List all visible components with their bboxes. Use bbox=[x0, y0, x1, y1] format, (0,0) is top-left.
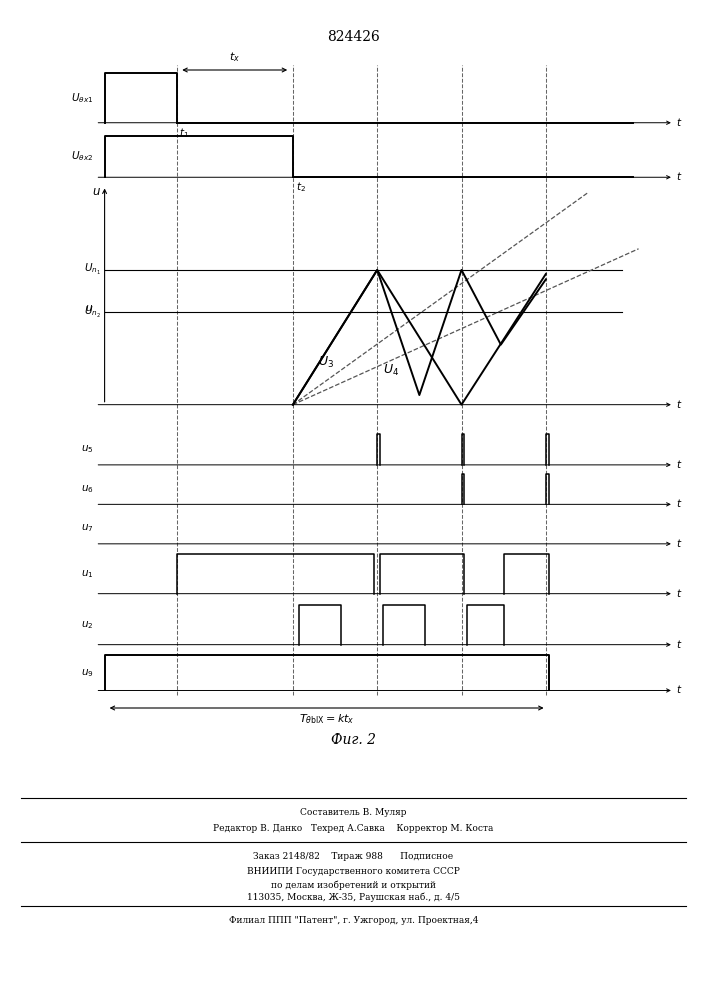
Text: Филиал ППП "Патент", г. Ужгород, ул. Проектная,4: Филиал ППП "Патент", г. Ужгород, ул. Про… bbox=[229, 916, 478, 925]
Text: t: t bbox=[677, 640, 681, 650]
Text: 824426: 824426 bbox=[327, 30, 380, 44]
Text: 113035, Москва, Ж-35, Раушская наб., д. 4/5: 113035, Москва, Ж-35, Раушская наб., д. … bbox=[247, 893, 460, 902]
Text: $t_x$: $t_x$ bbox=[229, 50, 240, 64]
Text: $t_1$: $t_1$ bbox=[180, 126, 189, 140]
Text: Составитель В. Муляр: Составитель В. Муляр bbox=[300, 808, 407, 817]
Text: Заказ 2148/82    Тираж 988      Подписное: Заказ 2148/82 Тираж 988 Подписное bbox=[253, 852, 454, 861]
Text: t: t bbox=[677, 118, 681, 128]
Text: $u_7$: $u_7$ bbox=[81, 523, 93, 534]
Text: $U_{n_2}$: $U_{n_2}$ bbox=[84, 305, 101, 320]
Text: $U_4$: $U_4$ bbox=[382, 362, 399, 378]
Text: $u$: $u$ bbox=[92, 185, 101, 198]
Text: t: t bbox=[677, 172, 681, 182]
Text: $t_2$: $t_2$ bbox=[296, 180, 305, 194]
Text: $U_{n_1}$: $U_{n_1}$ bbox=[84, 262, 101, 277]
Text: Редактор В. Данко   Техред А.Савка    Корректор М. Коста: Редактор В. Данко Техред А.Савка Коррект… bbox=[214, 824, 493, 833]
Text: $u$: $u$ bbox=[86, 303, 93, 313]
Text: $U_{\theta x1}$: $U_{\theta x1}$ bbox=[71, 91, 93, 105]
Text: $u_6$: $u_6$ bbox=[81, 483, 93, 495]
Text: $U_3$: $U_3$ bbox=[318, 355, 334, 370]
Text: t: t bbox=[677, 460, 681, 470]
Text: $T_{\theta\mathrm{b}\mathrm{I}\mathrm{X}} = kt_x$: $T_{\theta\mathrm{b}\mathrm{I}\mathrm{X}… bbox=[299, 712, 354, 726]
Text: $U_{\theta x2}$: $U_{\theta x2}$ bbox=[71, 150, 93, 163]
Text: t: t bbox=[677, 685, 681, 695]
Text: $u_2$: $u_2$ bbox=[81, 619, 93, 631]
Text: по делам изобретений и открытий: по делам изобретений и открытий bbox=[271, 880, 436, 890]
Text: $u_9$: $u_9$ bbox=[81, 667, 93, 679]
Text: ВНИИПИ Государственного комитета СССР: ВНИИПИ Государственного комитета СССР bbox=[247, 867, 460, 876]
Text: $u_5$: $u_5$ bbox=[81, 444, 93, 455]
Text: t: t bbox=[677, 400, 681, 410]
Text: $u_1$: $u_1$ bbox=[81, 568, 93, 580]
Text: Фиг. 2: Фиг. 2 bbox=[331, 733, 376, 747]
Text: t: t bbox=[677, 589, 681, 599]
Text: t: t bbox=[677, 539, 681, 549]
Text: t: t bbox=[677, 499, 681, 509]
